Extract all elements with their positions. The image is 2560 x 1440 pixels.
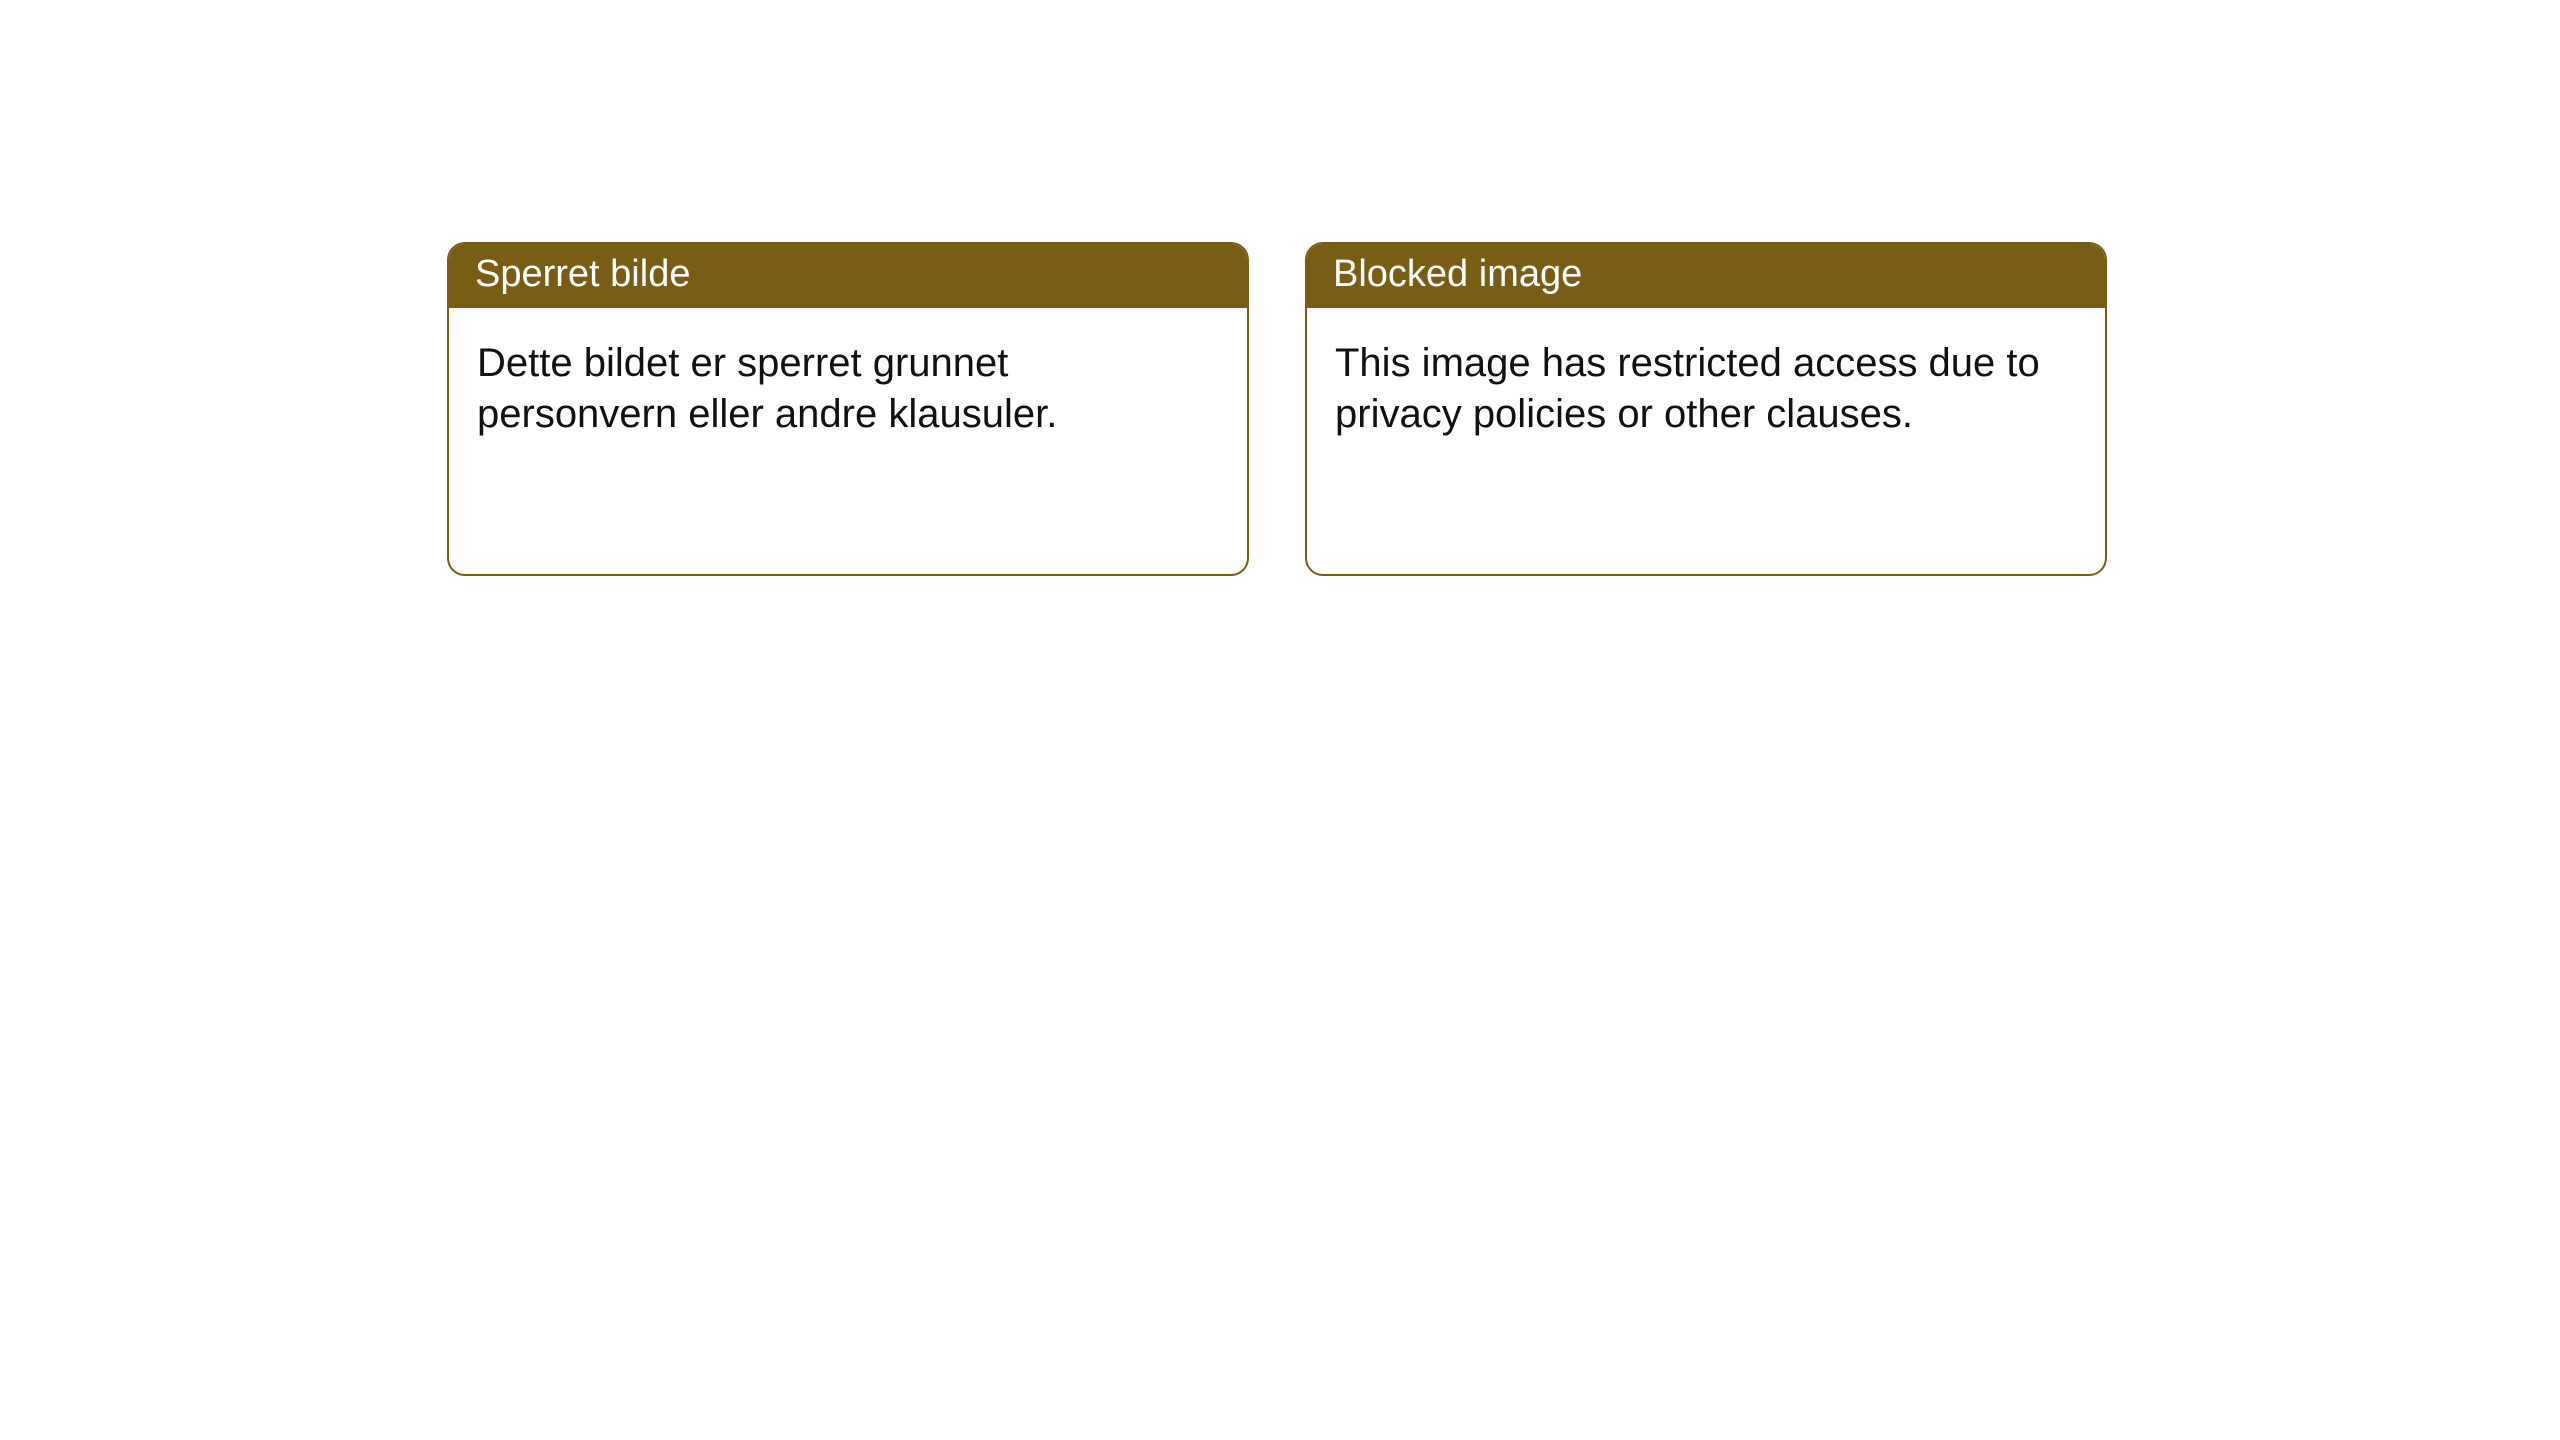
card-message: This image has restricted access due to … [1335, 341, 2040, 436]
blocked-image-card-no: Sperret bilde Dette bildet er sperret gr… [447, 242, 1249, 576]
card-header: Sperret bilde [449, 244, 1247, 308]
notice-container: Sperret bilde Dette bildet er sperret gr… [0, 0, 2560, 576]
card-message: Dette bildet er sperret grunnet personve… [477, 341, 1057, 436]
card-header: Blocked image [1307, 244, 2105, 308]
card-body: Dette bildet er sperret grunnet personve… [449, 308, 1247, 470]
card-body: This image has restricted access due to … [1307, 308, 2105, 470]
card-title: Sperret bilde [475, 253, 690, 295]
card-title: Blocked image [1333, 253, 1582, 295]
blocked-image-card-en: Blocked image This image has restricted … [1305, 242, 2107, 576]
